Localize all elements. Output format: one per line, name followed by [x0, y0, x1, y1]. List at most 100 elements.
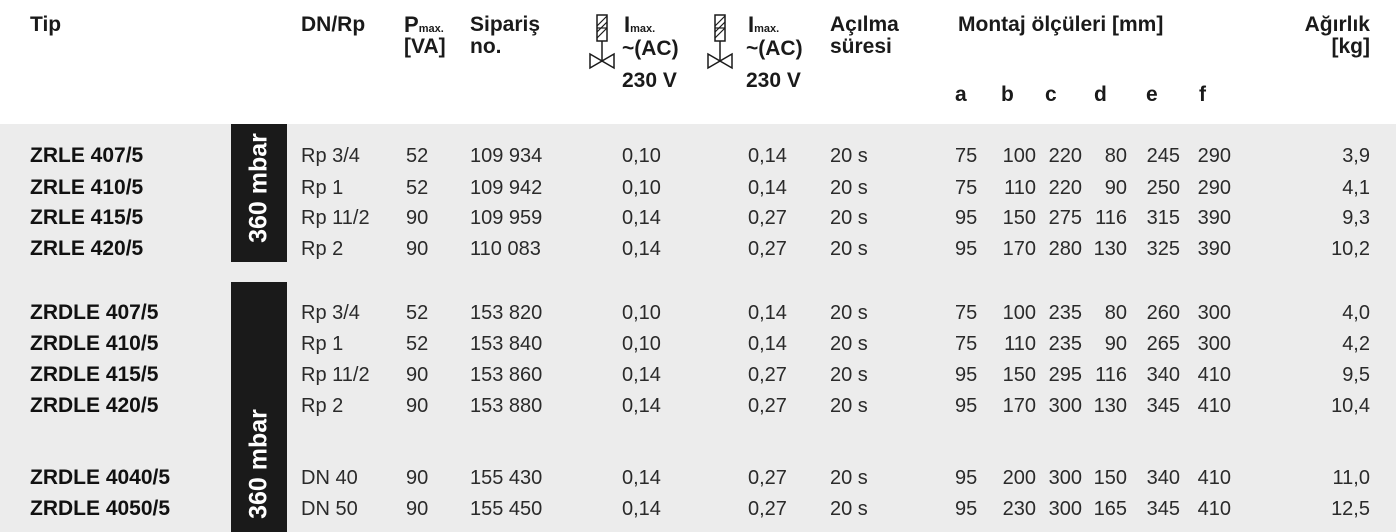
- cell-f: 410: [1197, 467, 1231, 489]
- header-i-max-2: Imax.: [748, 14, 779, 40]
- cell-i2: 0,14: [748, 177, 787, 199]
- cell-a: 95: [955, 364, 978, 386]
- cell-a: 75: [955, 145, 978, 167]
- cell-no: 155 430: [470, 467, 543, 489]
- cell-tip: ZRDLE 4050/5: [30, 497, 171, 520]
- header-i1-voltage: 230 V: [622, 69, 677, 92]
- table-row: ZRLE 410/5 Rp 1 52 109 942 0,10 0,14 20 s 75 110…: [0, 175, 1396, 201]
- cell-c: 235: [1048, 302, 1082, 324]
- cell-e: 245: [1146, 145, 1180, 167]
- cell-kg: 11,0: [1332, 467, 1370, 489]
- cell-i1: 0,10: [622, 302, 661, 324]
- cell-i2: 0,27: [748, 364, 787, 386]
- cell-b: 100: [1002, 302, 1036, 324]
- header-i2-ac: ~(AC): [746, 37, 803, 60]
- cell-b: 230: [1002, 498, 1036, 520]
- cell-c: 280: [1048, 238, 1082, 260]
- cell-no: 109 942: [470, 177, 543, 199]
- header-i2-symbol: I: [748, 12, 755, 37]
- cell-b: 170: [1002, 238, 1036, 260]
- cell-i2: 0,27: [748, 467, 787, 489]
- cell-t: 20 s: [830, 177, 868, 199]
- pressure-label-block-1: [231, 124, 287, 262]
- cell-i1: 0,10: [622, 145, 661, 167]
- cell-kg: 10,4: [1331, 395, 1370, 417]
- cell-c: 235: [1048, 333, 1082, 355]
- cell-dn: Rp 3/4: [301, 145, 360, 167]
- cell-b: 200: [1002, 467, 1036, 489]
- header-kg: [kg]: [1331, 35, 1371, 58]
- cell-t: 20 s: [830, 333, 868, 355]
- cell-dn: Rp 11/2: [301, 364, 370, 386]
- cell-tip: ZRDLE 410/5: [30, 332, 159, 355]
- cell-p: 52: [406, 302, 429, 324]
- cell-no: 109 959: [470, 207, 543, 229]
- header-col-e: e: [1146, 83, 1158, 106]
- cell-f: 410: [1197, 395, 1231, 417]
- cell-tip: ZRDLE 415/5: [30, 363, 159, 386]
- table-row: ZRLE 407/5 Rp 3/4 52 109 934 0,10 0,14 20 s 75 1…: [0, 143, 1396, 169]
- cell-d: 116: [1095, 207, 1127, 229]
- cell-no: 109 934: [470, 145, 543, 167]
- table-row: ZRDLE 415/5 Rp 11/2 90 153 860 0,14 0,27 20 s 9…: [0, 362, 1396, 388]
- cell-i2: 0,14: [748, 145, 787, 167]
- cell-i1: 0,14: [622, 467, 661, 489]
- cell-b: 100: [1002, 145, 1036, 167]
- cell-i2: 0,14: [748, 333, 787, 355]
- cell-c: 295: [1048, 364, 1082, 386]
- cell-dn: DN 40: [301, 467, 358, 489]
- cell-c: 300: [1048, 395, 1082, 417]
- cell-p: 90: [406, 238, 429, 260]
- cell-tip: ZRLE 410/5: [30, 176, 144, 199]
- header-i1-ac: ~(AC): [622, 37, 679, 60]
- cell-dn: Rp 2: [301, 238, 344, 260]
- cell-no: 110 083: [470, 238, 541, 260]
- cell-i2: 0,27: [748, 207, 787, 229]
- cell-e: 340: [1146, 364, 1180, 386]
- header-col-d: d: [1094, 83, 1107, 106]
- cell-t: 20 s: [830, 302, 868, 324]
- cell-f: 410: [1197, 498, 1231, 520]
- cell-dn: Rp 11/2: [301, 207, 370, 229]
- header-no: no.: [470, 35, 502, 58]
- cell-d: 80: [1104, 302, 1127, 324]
- cell-kg: 12,5: [1331, 498, 1370, 520]
- cell-c: 220: [1048, 177, 1082, 199]
- cell-f: 390: [1197, 238, 1231, 260]
- cell-a: 75: [955, 302, 978, 324]
- header-i2-voltage: 230 V: [746, 69, 801, 92]
- table-row: ZRDLE 410/5 Rp 1 52 153 840 0,10 0,14 20 s 75 11…: [0, 331, 1396, 357]
- cell-d: 130: [1093, 395, 1127, 417]
- cell-d: 90: [1104, 177, 1127, 199]
- cell-dn: Rp 3/4: [301, 302, 360, 324]
- cell-b: 170: [1002, 395, 1036, 417]
- cell-p: 90: [406, 207, 429, 229]
- cell-e: 265: [1146, 333, 1180, 355]
- cell-f: 300: [1197, 302, 1231, 324]
- cell-a: 75: [955, 177, 978, 199]
- table-row: ZRDLE 407/5 Rp 3/4 52 153 820 0,10 0,14 20 s 75…: [0, 300, 1396, 326]
- cell-c: 220: [1048, 145, 1082, 167]
- cell-e: 325: [1146, 238, 1180, 260]
- cell-p: 90: [406, 467, 429, 489]
- cell-no: 155 450: [470, 498, 543, 520]
- cell-p: 90: [406, 498, 429, 520]
- cell-a: 95: [955, 238, 978, 260]
- cell-t: 20 s: [830, 364, 868, 386]
- cell-kg: 4,2: [1342, 333, 1370, 355]
- cell-dn: Rp 1: [301, 333, 344, 355]
- cell-p: 90: [406, 364, 429, 386]
- cell-i2: 0,27: [748, 395, 787, 417]
- cell-no: 153 840: [470, 333, 543, 355]
- cell-t: 20 s: [830, 207, 868, 229]
- cell-f: 290: [1197, 145, 1231, 167]
- header-col-f: f: [1199, 83, 1206, 106]
- cell-f: 410: [1197, 364, 1231, 386]
- header-p-subscript: max.: [418, 23, 444, 35]
- cell-p: 52: [406, 333, 429, 355]
- header-col-b: b: [1001, 83, 1014, 106]
- header-col-a: a: [955, 83, 967, 106]
- cell-d: 165: [1093, 498, 1127, 520]
- cell-t: 20 s: [830, 498, 868, 520]
- cell-b: 110: [1004, 333, 1036, 355]
